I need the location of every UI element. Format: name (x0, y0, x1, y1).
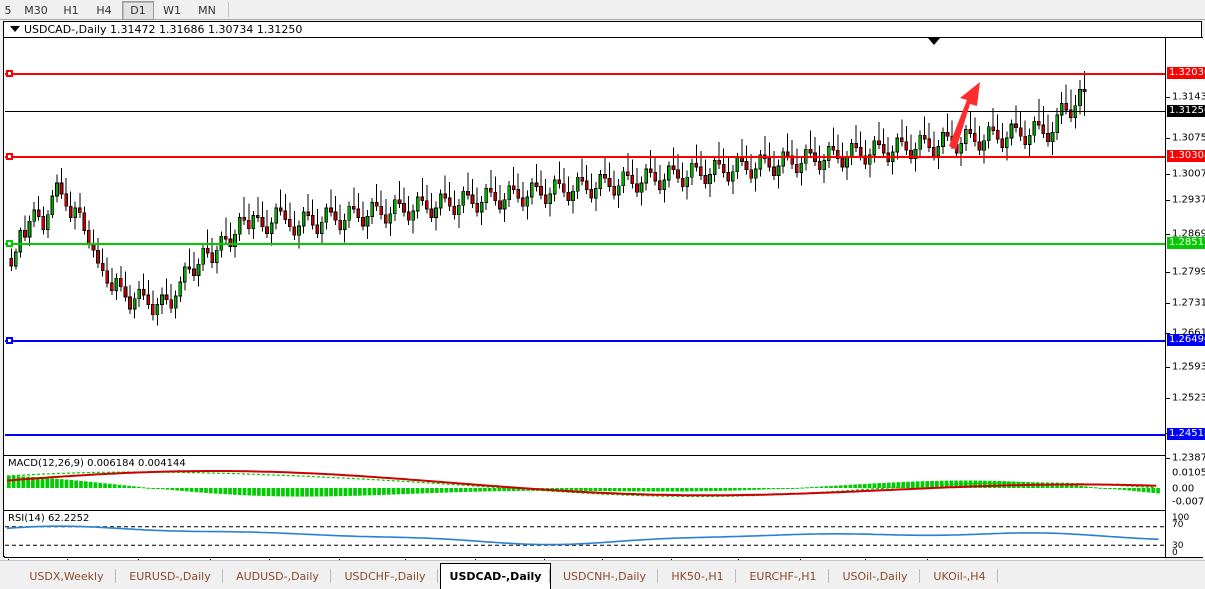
price-tag-132036[interactable]: 1.32036 (1167, 67, 1205, 79)
price-axis[interactable]: 1.31430 1.30750 1.30070 1.29370 1.28690 1.279… (1166, 38, 1205, 558)
macd-plot[interactable] (5, 458, 1165, 508)
price-scale-divider (1165, 38, 1166, 557)
tab-separator (735, 569, 736, 583)
price-tag-126496[interactable]: 1.26496 (1167, 334, 1205, 346)
price-axis-label: 1.29370 (1172, 194, 1205, 206)
chart-position-marker (928, 38, 940, 45)
price-tick (1166, 272, 1170, 273)
chart-tab-hk50--h1[interactable]: HK50-,H1 (671, 569, 724, 583)
timeframe-button-h1[interactable]: H1 (63, 4, 79, 17)
toolbar-separator (228, 2, 229, 17)
price-tick (1166, 138, 1170, 139)
price-axis-label: 1.31430 (1172, 91, 1205, 103)
level-anchor-support-upper[interactable] (6, 337, 13, 344)
level-anchor-resistance-lower[interactable] (6, 153, 13, 160)
rsi-top-divider (4, 510, 1203, 511)
price-axis-label: 1.27990 (1172, 266, 1205, 278)
level-anchor-resistance-upper[interactable] (6, 70, 13, 77)
price-axis-label: 1.25930 (1172, 361, 1205, 373)
date-axis-divider (4, 557, 1203, 558)
price-axis-label: 1.30750 (1172, 132, 1205, 144)
level-line-resistance-upper[interactable] (5, 73, 1165, 75)
tab-separator (997, 569, 998, 583)
rsi-axis-label: 30 (1172, 541, 1184, 551)
tab-separator (115, 569, 116, 583)
level-line-support-lower[interactable] (5, 434, 1165, 436)
timeframe-button-w1[interactable]: W1 (163, 4, 181, 17)
chart-tab-usdx-weekly[interactable]: USDX,Weekly (29, 569, 104, 583)
rsi-axis-label: 100 (1172, 513, 1190, 523)
level-line-current-price[interactable] (5, 111, 1165, 112)
chart-tab-eurchf--h1[interactable]: EURCHF-,H1 (749, 569, 817, 583)
rsi-plot[interactable] (5, 513, 1165, 559)
price-tick (1166, 200, 1170, 201)
chart-tab-eurusd--daily[interactable]: EURUSD-,Daily (129, 569, 211, 583)
timeframe-button-d1[interactable]: D1 (122, 1, 154, 20)
tab-separator (222, 569, 223, 583)
tab-separator (549, 569, 550, 583)
chart-tab-ukoil--h4[interactable]: UKOil-,H4 (933, 569, 986, 583)
price-axis-label: 1.27310 (1172, 297, 1205, 309)
timeframe-button-m30[interactable]: M30 (24, 4, 48, 17)
timeframe-toolbar: 5 M30 H1 H4 D1 W1 MN (0, 0, 1205, 20)
chart-tab-usdcad--daily[interactable]: USDCAD-,Daily (440, 563, 551, 589)
rsi-axis-label: 0 (1172, 548, 1178, 558)
tab-separator (828, 569, 829, 583)
timeframe-button-5[interactable]: 5 (4, 4, 12, 17)
level-line-support-upper[interactable] (5, 340, 1165, 342)
chart-area[interactable]: USDCAD-,Daily 1.31472 1.31686 1.30734 1.… (3, 21, 1205, 576)
chart-tab-usdcnh--daily[interactable]: USDCNH-,Daily (563, 569, 646, 583)
price-axis-label: 1.30070 (1172, 168, 1205, 180)
rsi-axis-label: 70 (1172, 520, 1184, 530)
price-tag-130308[interactable]: 1.30308 (1167, 150, 1205, 162)
price-tick (1166, 234, 1170, 235)
tab-separator (657, 569, 658, 583)
macd-axis-label: 0.01052 (1172, 467, 1205, 479)
chevron-down-icon[interactable] (10, 26, 20, 32)
tab-separator (919, 569, 920, 583)
level-line-pivot-green[interactable] (5, 243, 1165, 245)
header-divider (4, 37, 1203, 38)
price-axis-label: 1.23870 (1172, 452, 1205, 464)
tab-separator (437, 569, 438, 583)
chart-tab-usdchf--daily[interactable]: USDCHF-,Daily (344, 569, 426, 583)
rsi-caption: RSI(14) 62.2252 (8, 513, 90, 524)
price-tick (1166, 458, 1170, 459)
candlestick-series (9, 71, 1087, 326)
price-tag-128517[interactable]: 1.28517 (1167, 237, 1205, 249)
price-plot[interactable] (5, 38, 1165, 454)
macd-top-divider (4, 455, 1203, 456)
tab-separator (330, 569, 331, 583)
timeframe-button-h4[interactable]: H4 (96, 4, 112, 17)
chart-tab-usoil--daily[interactable]: USOil-,Daily (842, 569, 908, 583)
macd-caption: MACD(12,26,9) 0.006184 0.004144 (8, 458, 186, 469)
price-tag-131250[interactable]: 1.31250 (1167, 105, 1205, 117)
chart-tab-audusd--daily[interactable]: AUDUSD-,Daily (236, 569, 319, 583)
price-tick (1166, 333, 1170, 334)
price-axis-label: 1.25230 (1172, 392, 1205, 404)
price-tag-124518[interactable]: 1.24518 (1167, 428, 1205, 440)
chart-tab-bar: USDX,Weekly EURUSD-,Daily AUDUSD-,Daily USD… (0, 560, 1205, 589)
price-tick (1166, 174, 1170, 175)
macd-axis-label: 0.00 (1172, 483, 1195, 495)
symbol-ohlc-label: USDCAD-,Daily 1.31472 1.31686 1.30734 1.… (24, 23, 303, 36)
price-tick (1166, 97, 1170, 98)
price-axis-label: 1.28690 (1172, 228, 1205, 240)
macd-axis-label: -0.00774 (1172, 496, 1205, 508)
timeframe-button-mn[interactable]: MN (198, 4, 216, 17)
price-tick (1166, 398, 1170, 399)
price-tick (1166, 367, 1170, 368)
level-line-resistance-lower[interactable] (5, 156, 1165, 158)
price-axis-label: 1.26610 (1172, 327, 1205, 339)
level-anchor-pivot-green[interactable] (6, 240, 13, 247)
price-tick (1166, 303, 1170, 304)
